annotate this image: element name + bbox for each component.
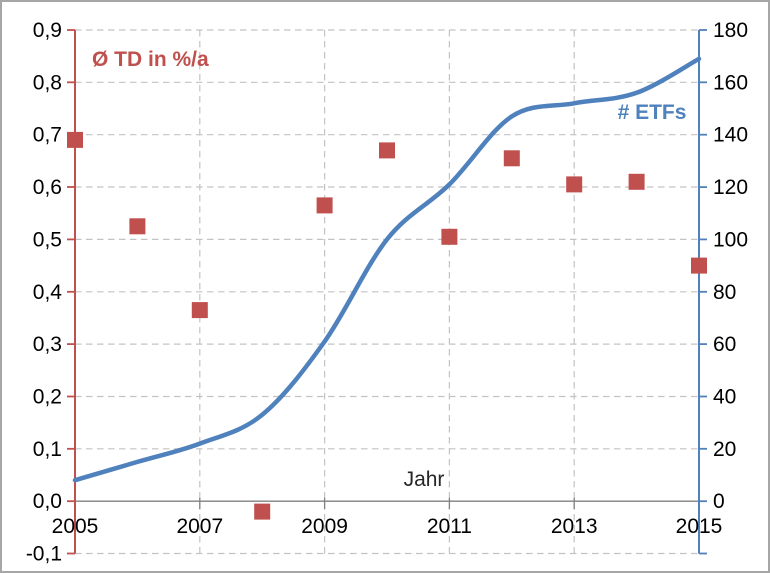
x-axis-tick-label: 2009	[301, 515, 348, 538]
right-axis-tick-label: 100	[713, 228, 748, 251]
x-axis-tick-label: 2013	[551, 515, 598, 538]
right-axis-tick-label: 120	[713, 176, 748, 199]
left-axis-tick-label: 0,1	[33, 438, 62, 461]
right-axis-tick-label: 60	[713, 333, 736, 356]
x-axis-tick-label: 2007	[176, 515, 223, 538]
x-axis-tick-label: 2005	[52, 515, 99, 538]
td-square-marker	[379, 142, 395, 159]
left-axis-tick-label: 0,3	[33, 333, 62, 356]
data-series	[67, 56, 707, 520]
right-axis-tick-label: 20	[713, 438, 736, 461]
right-axis-tick-label: 40	[713, 386, 736, 409]
td-square-marker	[628, 173, 645, 190]
left-axis-tick-label: 0,2	[33, 386, 62, 409]
axes	[67, 29, 707, 555]
right-axis-tick-label: 160	[713, 71, 748, 94]
left-axis-tick-label: 0,0	[33, 490, 62, 513]
right-axis-tick-label: 0	[713, 490, 725, 513]
right-axis-title: # ETFs	[618, 101, 687, 124]
gridlines	[75, 29, 699, 555]
right-axis-tick-label: 140	[713, 124, 748, 147]
td-square-marker	[691, 257, 707, 274]
td-square-marker	[566, 176, 583, 193]
left-axis-tick-label: 0,6	[33, 176, 62, 199]
td-square-marker	[191, 302, 208, 319]
x-axis-tick-label: 2011	[427, 515, 472, 538]
td-square-marker	[67, 131, 83, 148]
left-axis-tick-label: 0,7	[33, 124, 62, 147]
left-axis-tick-label: 0,8	[33, 71, 62, 94]
left-axis-tick-label: 0,9	[33, 19, 62, 42]
td-square-marker	[503, 150, 520, 167]
right-axis-tick-label: 180	[713, 19, 748, 42]
left-axis-tick-label: 0,4	[33, 281, 63, 304]
x-axis-title: Jahr	[404, 468, 445, 491]
left-axis-tick-label: -0,1	[26, 543, 62, 566]
right-axis-tick-label: 80	[713, 281, 736, 304]
td-square-marker	[316, 197, 333, 214]
td-square-marker	[129, 218, 146, 235]
left-axis-tick-label: 0,5	[33, 228, 62, 251]
left-axis-title: Ø TD in %/a	[92, 48, 209, 71]
x-axis-tick-label: 2015	[676, 515, 723, 538]
tick-labels: -0,1 0,0 0,1 0,2 0,3 0,4 0,5 0,6 0,7 0,8 0,9 0 20 40 6…	[26, 19, 748, 566]
td-square-marker	[441, 228, 458, 245]
etf-count-line	[72, 56, 702, 483]
td-square-marker	[254, 503, 271, 520]
